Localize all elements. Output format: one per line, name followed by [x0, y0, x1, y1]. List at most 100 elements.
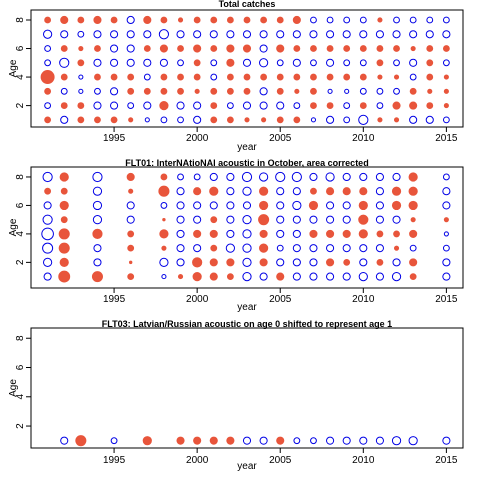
positive-residual-bubble [226, 116, 234, 124]
negative-residual-bubble [226, 229, 235, 238]
negative-residual-bubble [226, 172, 235, 182]
positive-residual-bubble [409, 273, 417, 281]
positive-residual-bubble [393, 74, 400, 80]
negative-residual-bubble [426, 16, 434, 24]
negative-residual-bubble [193, 101, 202, 110]
plot-frame [30, 9, 464, 128]
positive-residual-bubble [127, 87, 135, 95]
negative-residual-bubble [276, 101, 285, 110]
positive-residual-bubble [408, 200, 418, 211]
negative-residual-bubble [342, 172, 351, 182]
positive-residual-bubble [192, 272, 202, 282]
positive-residual-bubble [276, 87, 284, 95]
negative-residual-bubble [276, 201, 285, 210]
x-axis-label: year [237, 142, 257, 153]
positive-residual-bubble [58, 242, 70, 254]
negative-residual-bubble [408, 436, 418, 446]
negative-residual-bubble [92, 200, 103, 211]
positive-residual-bubble [359, 45, 367, 52]
negative-residual-bubble [409, 58, 418, 67]
negative-residual-bubble [393, 87, 400, 95]
negative-residual-bubble [226, 187, 235, 196]
negative-residual-bubble [42, 171, 53, 183]
negative-residual-bubble [359, 87, 367, 95]
positive-residual-bubble [377, 17, 383, 23]
positive-residual-bubble [309, 229, 318, 238]
x-axis-label: year [237, 461, 257, 472]
negative-residual-bubble [359, 30, 368, 39]
positive-residual-bubble [259, 229, 268, 238]
positive-residual-bubble [59, 172, 69, 182]
positive-residual-bubble [210, 244, 218, 252]
positive-residual-bubble [343, 73, 351, 81]
y-axis-label: Age [8, 218, 19, 236]
positive-residual-bubble [159, 229, 169, 239]
positive-residual-bubble [293, 45, 301, 52]
negative-residual-bubble [442, 173, 450, 181]
negative-residual-bubble [161, 274, 167, 280]
positive-residual-bubble [128, 260, 133, 265]
x-tick-label: 2010 [352, 133, 375, 144]
negative-residual-bubble [359, 244, 368, 253]
negative-residual-bubble [292, 200, 302, 211]
positive-residual-bubble [143, 45, 151, 52]
negative-residual-bubble [126, 201, 135, 210]
negative-residual-bubble [43, 201, 52, 210]
negative-residual-bubble [242, 186, 252, 196]
positive-residual-bubble [408, 186, 418, 196]
positive-residual-bubble [94, 73, 101, 81]
negative-residual-bubble [342, 272, 351, 281]
positive-residual-bubble [209, 436, 218, 445]
positive-residual-bubble [60, 15, 69, 25]
positive-residual-bubble [410, 45, 416, 52]
negative-residual-bubble [193, 201, 202, 210]
negative-residual-bubble [391, 436, 402, 446]
positive-residual-bubble [193, 59, 201, 67]
negative-residual-bubble [176, 187, 185, 196]
positive-residual-bubble [193, 187, 202, 196]
positive-residual-bubble [194, 88, 200, 94]
negative-residual-bubble [442, 30, 451, 39]
negative-residual-bubble [92, 171, 103, 183]
negative-residual-bubble [442, 116, 450, 124]
positive-residual-bubble [78, 45, 84, 52]
negative-residual-bubble [242, 243, 252, 253]
negative-residual-bubble [143, 73, 151, 81]
positive-residual-bubble [177, 45, 184, 52]
negative-residual-bubble [259, 101, 268, 110]
x-tick-label: 2010 [352, 294, 375, 305]
negative-residual-bubble [242, 436, 252, 445]
negative-residual-bubble [342, 215, 351, 224]
positive-residual-bubble [391, 200, 402, 211]
negative-residual-bubble [293, 102, 301, 110]
positive-residual-bubble [276, 272, 285, 281]
positive-residual-bubble [258, 214, 270, 226]
negative-residual-bubble [176, 201, 185, 210]
negative-residual-bubble [359, 258, 368, 267]
negative-residual-bubble [59, 57, 70, 68]
negative-residual-bubble [210, 73, 218, 81]
negative-residual-bubble [93, 244, 102, 253]
positive-residual-bubble [91, 271, 103, 283]
negative-residual-bubble [193, 215, 202, 224]
positive-residual-bubble [393, 230, 400, 238]
positive-residual-bubble [193, 73, 201, 81]
positive-residual-bubble [310, 187, 317, 195]
positive-residual-bubble [426, 102, 434, 110]
negative-residual-bubble [259, 436, 268, 445]
positive-residual-bubble [126, 172, 135, 182]
panel-3: FLT03: Latvian/Russian acoustic on age 0… [8, 319, 464, 472]
negative-residual-bubble [409, 30, 418, 39]
negative-residual-bubble [276, 30, 285, 39]
positive-residual-bubble [75, 435, 87, 447]
negative-residual-bubble [442, 436, 451, 445]
negative-residual-bubble [77, 30, 85, 38]
positive-residual-bubble [226, 16, 234, 24]
positive-residual-bubble [376, 230, 384, 238]
positive-residual-bubble [244, 117, 250, 123]
negative-residual-bubble [376, 102, 384, 110]
positive-residual-bubble [259, 243, 269, 253]
negative-residual-bubble [44, 59, 52, 67]
negative-residual-bubble [93, 58, 102, 67]
negative-residual-bubble [242, 215, 252, 225]
